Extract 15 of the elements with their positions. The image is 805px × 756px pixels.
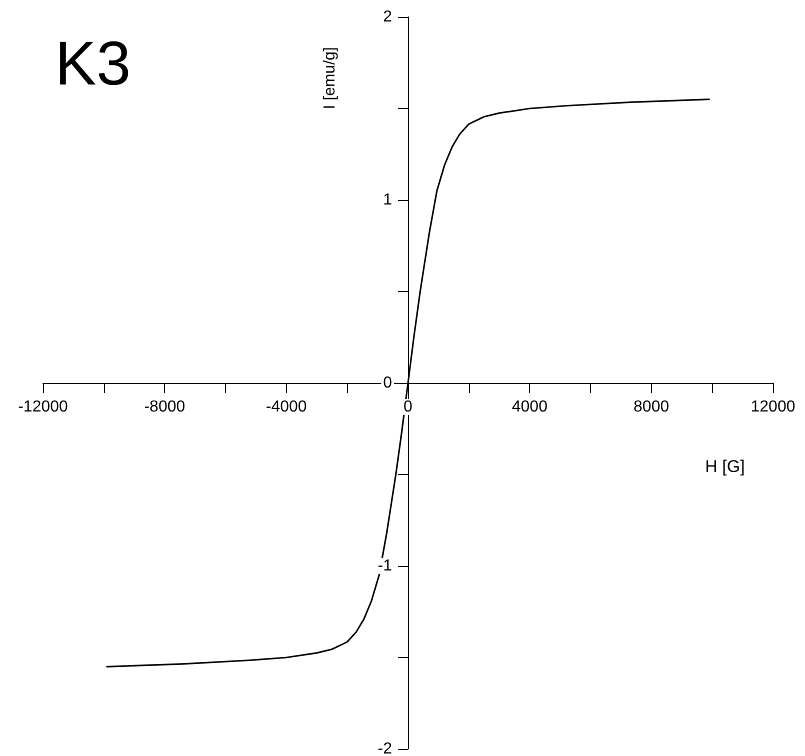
y-tick-label: 0: [383, 374, 392, 392]
x-tick-label: 8000: [634, 398, 670, 416]
chart-title: K3: [55, 30, 131, 98]
x-axis-title: H [G]: [705, 457, 745, 476]
x-tick-label: 4000: [512, 398, 548, 416]
y-tick-label: 2: [383, 8, 392, 26]
y-tick-label: -1: [378, 558, 392, 574]
x-tick-label: -8000: [144, 398, 186, 416]
x-tick-label: 0: [404, 398, 413, 416]
y-tick-label: 1: [383, 192, 392, 208]
x-tick-label: 12000: [750, 398, 796, 416]
x-tick-label: -4000: [266, 398, 307, 416]
x-tick-label: -12000: [18, 398, 68, 416]
y-axis-title: I [emu/g]: [322, 47, 338, 110]
y-tick-label: -2: [378, 740, 392, 756]
